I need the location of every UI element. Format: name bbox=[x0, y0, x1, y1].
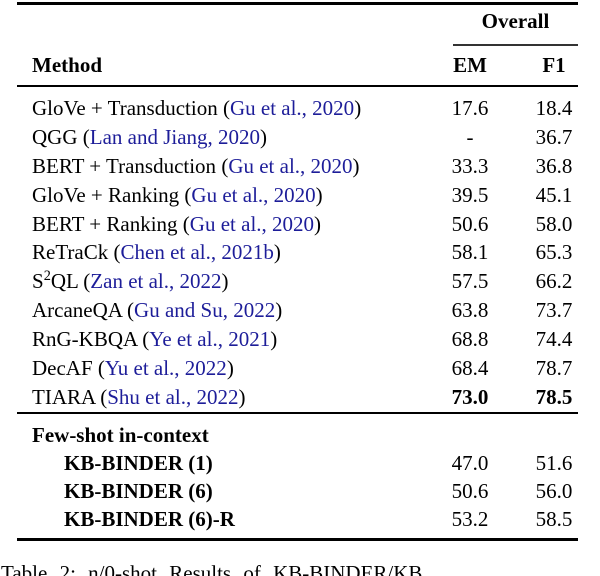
f1-value: 58.0 bbox=[535, 211, 573, 236]
method-cell: GloVe + Transduction (Gu et al., 2020) bbox=[32, 96, 362, 120]
overall-underline-rule bbox=[453, 44, 578, 46]
bottom-rule bbox=[17, 538, 578, 541]
table-row: ReTraCk (Chen et al., 2021b) 58.1 65.3 bbox=[17, 238, 596, 267]
citation-link[interactable]: Yu et al., 2022 bbox=[104, 356, 227, 381]
table-row: TIARA (Shu et al., 2022) 73.0 78.5 bbox=[17, 383, 596, 412]
top-rule bbox=[17, 2, 578, 5]
table-row: KB-BINDER (6)-R 53.2 58.5 bbox=[17, 505, 596, 533]
citation-link[interactable]: Gu et al., 2020 bbox=[228, 153, 353, 178]
f1-value: 18.4 bbox=[535, 96, 573, 120]
em-value: 17.6 bbox=[451, 96, 489, 120]
method-cell: ReTraCk (Chen et al., 2021b) bbox=[32, 240, 281, 265]
method-cell: KB-BINDER (6) bbox=[64, 479, 213, 504]
f1-value: 65.3 bbox=[535, 240, 573, 265]
f1-column-header: F1 bbox=[542, 53, 566, 77]
citation-link[interactable]: Shu et al., 2022 bbox=[107, 384, 239, 409]
f1-value: 45.1 bbox=[535, 182, 573, 207]
f1-value: 73.7 bbox=[535, 298, 573, 323]
superscript-2: 2 bbox=[43, 268, 51, 285]
f1-value: 66.2 bbox=[535, 269, 573, 294]
method-cell: S2QL (Zan et al., 2022) bbox=[32, 268, 229, 294]
table-row: BERT + Transduction (Gu et al., 2020) 33.… bbox=[17, 152, 596, 181]
table-header-row: Method EM F1 bbox=[17, 53, 596, 78]
em-value: 68.8 bbox=[451, 327, 489, 352]
method-cell: QGG (Lan and Jiang, 2020) bbox=[32, 124, 268, 149]
baseline-results-rows: GloVe + Transduction (Gu et al., 2020) 17… bbox=[17, 94, 596, 412]
method-cell: BERT + Transduction (Gu et al., 2020) bbox=[32, 153, 360, 178]
em-value: 63.8 bbox=[451, 298, 489, 323]
table-row: KB-BINDER (6) 50.6 56.0 bbox=[17, 477, 596, 505]
f1-value: 56.0 bbox=[535, 479, 573, 504]
table-row: ArcaneQA (Gu and Su, 2022) 63.8 73.7 bbox=[17, 296, 596, 325]
header-rule bbox=[17, 85, 578, 87]
em-value: 57.5 bbox=[451, 269, 489, 294]
citation-link[interactable]: Gu et al., 2020 bbox=[191, 182, 316, 207]
citation-link[interactable]: Gu et al., 2020 bbox=[189, 211, 315, 236]
em-value: 73.0 bbox=[451, 384, 489, 409]
method-cell: RnG-KBQA (Ye et al., 2021) bbox=[32, 327, 278, 352]
table-row: RnG-KBQA (Ye et al., 2021) 68.8 74.4 bbox=[17, 325, 596, 354]
method-cell: KB-BINDER (6)-R bbox=[64, 507, 235, 532]
method-cell: BERT + Ranking (Gu et al., 2020) bbox=[32, 211, 322, 236]
method-cell: KB-BINDER (1) bbox=[64, 451, 213, 476]
citation-link[interactable]: Chen et al., 2021b bbox=[120, 240, 274, 265]
f1-value: 36.8 bbox=[535, 153, 573, 178]
em-value: 58.1 bbox=[451, 240, 489, 265]
em-value: 33.3 bbox=[451, 153, 489, 178]
em-value: 68.4 bbox=[451, 356, 489, 381]
f1-value: 78.7 bbox=[535, 356, 573, 381]
table-caption: Table 2: n/0-shot Results of KB-BINDER/K… bbox=[1, 561, 423, 576]
method-cell: Few-shot in-context bbox=[32, 423, 209, 447]
citation-link[interactable]: Gu and Su, 2022 bbox=[134, 298, 276, 323]
em-value: 47.0 bbox=[451, 451, 489, 476]
method-column-header: Method bbox=[32, 53, 102, 77]
section-divider-rule bbox=[17, 412, 578, 414]
em-value: 53.2 bbox=[451, 507, 489, 532]
method-cell: DecAF (Yu et al., 2022) bbox=[32, 356, 234, 381]
citation-link[interactable]: Gu et al., 2020 bbox=[229, 96, 355, 120]
f1-value: 78.5 bbox=[535, 384, 573, 409]
citation-link[interactable]: Ye et al., 2021 bbox=[149, 327, 271, 352]
table-row: BERT + Ranking (Gu et al., 2020) 50.6 58.0 bbox=[17, 210, 596, 239]
f1-value: 51.6 bbox=[535, 451, 573, 476]
em-value: 50.6 bbox=[451, 211, 489, 236]
method-cell: GloVe + Ranking (Gu et al., 2020) bbox=[32, 182, 323, 207]
table-row: S2QL (Zan et al., 2022) 57.5 66.2 bbox=[17, 267, 596, 296]
f1-value: 58.5 bbox=[535, 507, 573, 532]
citation-link[interactable]: Zan et al., 2022 bbox=[90, 269, 222, 294]
method-cell: ArcaneQA (Gu and Su, 2022) bbox=[32, 298, 283, 323]
em-column-header: EM bbox=[453, 53, 487, 77]
citation-link[interactable]: Lan and Jiang, 2020 bbox=[89, 124, 261, 149]
f1-value: 74.4 bbox=[535, 327, 573, 352]
method-cell: TIARA (Shu et al., 2022) bbox=[32, 384, 246, 409]
em-value: - bbox=[466, 124, 474, 149]
table-row: QGG (Lan and Jiang, 2020) - 36.7 bbox=[17, 123, 596, 152]
table-row: KB-BINDER (1) 47.0 51.6 bbox=[17, 449, 596, 477]
fewshot-results-rows: Few-shot in-context KB-BINDER (1) 47.0 51.6… bbox=[17, 421, 596, 533]
fewshot-section-header: Few-shot in-context bbox=[17, 421, 596, 449]
em-value: 50.6 bbox=[451, 479, 489, 504]
em-value: 39.5 bbox=[451, 182, 489, 207]
table-row: GloVe + Transduction (Gu et al., 2020) 17… bbox=[17, 94, 596, 123]
table-row: GloVe + Ranking (Gu et al., 2020) 39.5 45.… bbox=[17, 181, 596, 210]
table-row: DecAF (Yu et al., 2022) 68.4 78.7 bbox=[17, 354, 596, 383]
overall-group-header: Overall bbox=[481, 9, 550, 33]
f1-value: 36.7 bbox=[535, 124, 573, 149]
